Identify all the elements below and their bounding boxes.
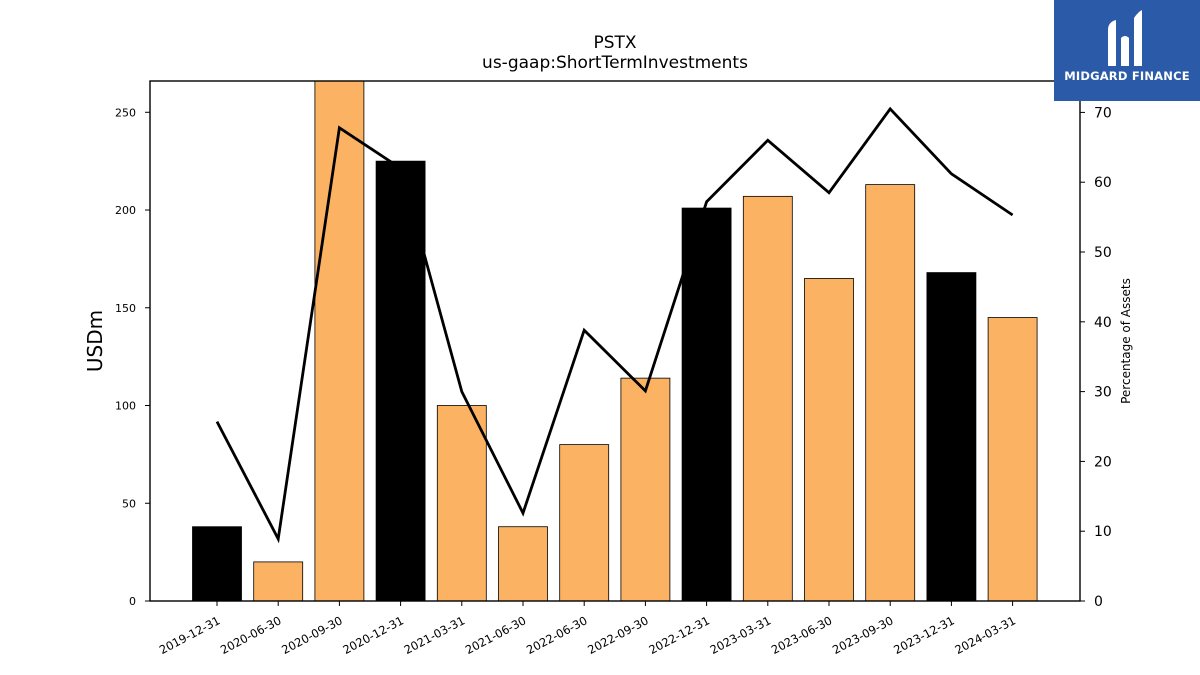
bar-2024-03-31 xyxy=(987,317,1038,602)
bar-2023-06-30 xyxy=(804,278,854,602)
x-tick-label: 2024-03-31 xyxy=(952,613,1018,657)
y-axis-label: USDm xyxy=(83,310,107,372)
y2-tick-label: 0 xyxy=(1094,594,1103,610)
percentage-line xyxy=(215,106,1014,544)
x-tick-label: 2023-06-30 xyxy=(769,613,835,657)
bar-2020-09-30 xyxy=(314,80,365,602)
y2-tick-label: 50 xyxy=(1094,245,1112,261)
x-tick-label: 2023-12-31 xyxy=(891,613,957,657)
x-tick-label: 2022-06-30 xyxy=(524,613,590,657)
bar-2023-03-31 xyxy=(742,195,793,602)
bar-2023-12-31 xyxy=(926,272,977,602)
midgard-logo-icon xyxy=(1108,10,1142,66)
x-tick-label: 2021-06-30 xyxy=(463,613,529,657)
x-tick-label: 2020-09-30 xyxy=(279,613,345,657)
x-tick-label: 2020-12-31 xyxy=(340,613,406,657)
x-tick-label: 2022-12-31 xyxy=(646,613,712,657)
y2-tick-label: 20 xyxy=(1094,454,1112,470)
bar-2022-06-30 xyxy=(559,444,610,602)
chart-title: PSTX xyxy=(593,33,636,53)
bar-2021-03-31 xyxy=(436,405,487,602)
bar-2022-12-31 xyxy=(681,207,732,602)
y2-tick-label: 70 xyxy=(1094,105,1112,121)
logo-text: MIDGARD FINANCE xyxy=(1064,69,1190,83)
bar-2019-12-31 xyxy=(192,526,242,602)
x-tick-label: 2020-06-30 xyxy=(218,613,284,657)
y2-tick-label: 10 xyxy=(1094,524,1112,540)
bar-2022-09-30 xyxy=(620,377,671,602)
bar-2021-06-30 xyxy=(498,526,548,602)
bar-2023-09-30 xyxy=(865,184,916,602)
y-tick-label: 100 xyxy=(115,400,136,413)
x-tick-label: 2023-09-30 xyxy=(830,613,896,657)
bar-2020-06-30 xyxy=(253,561,304,602)
x-tick-label: 2022-09-30 xyxy=(585,613,651,657)
line-group xyxy=(215,106,1014,544)
y2-tick-label: 40 xyxy=(1094,315,1112,331)
y-tick-label: 150 xyxy=(115,302,136,315)
bars-group xyxy=(192,80,1038,602)
y2-tick-label: 30 xyxy=(1094,385,1112,401)
x-tick-label: 2021-03-31 xyxy=(402,613,468,657)
bar-2020-12-31 xyxy=(375,160,426,602)
x-tick-label: 2019-12-31 xyxy=(157,613,223,657)
plot-frame xyxy=(149,80,1081,602)
midgard-finance-logo: MIDGARD FINANCE xyxy=(1054,0,1200,101)
x-tick-label: 2023-03-31 xyxy=(708,613,774,657)
y2-axis-label: Percentage of Assets xyxy=(1119,278,1133,404)
y-tick-label: 250 xyxy=(115,106,136,119)
y-tick-label: 200 xyxy=(115,204,136,217)
y-tick-label: 50 xyxy=(122,497,136,510)
y2-tick-label: 60 xyxy=(1094,175,1112,191)
y-tick-label: 0 xyxy=(129,595,136,608)
chart-subtitle: us-gaap:ShortTermInvestments xyxy=(482,53,748,73)
